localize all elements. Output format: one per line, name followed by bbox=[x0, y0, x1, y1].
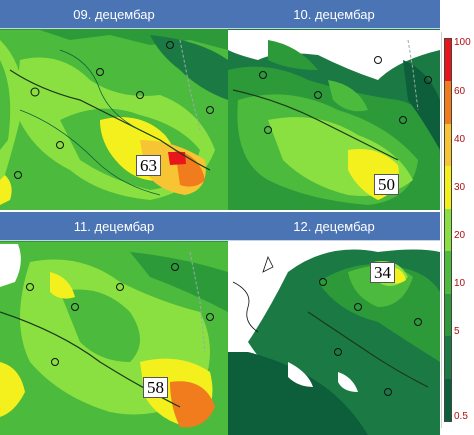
map-panel-dec09: 09. децембар 63 bbox=[0, 0, 228, 210]
legend-color-segment bbox=[445, 166, 451, 209]
panel-title-dec12: 12. децембар bbox=[228, 212, 440, 241]
max-value-label-dec09: 63 bbox=[136, 155, 161, 176]
max-value-label-dec10: 50 bbox=[374, 174, 399, 195]
panel-title-dec11: 11. децембар bbox=[0, 212, 228, 241]
legend-tick-40: 40 bbox=[454, 134, 466, 145]
legend-color-segment bbox=[445, 293, 451, 337]
precip-map-dec10 bbox=[228, 0, 440, 210]
precipitation-color-legend: 100 60 40 30 20 10 5 0.5 bbox=[441, 32, 474, 428]
precip-map-dec09 bbox=[0, 0, 228, 210]
legend-tick-0-5: 0.5 bbox=[454, 411, 468, 422]
map-panel-dec10: 10. децембар 50 bbox=[228, 0, 440, 210]
legend-tick-30: 30 bbox=[454, 182, 466, 193]
legend-color-segment bbox=[445, 208, 451, 252]
legend-tick-60: 60 bbox=[454, 86, 466, 97]
max-value-label-dec12: 34 bbox=[370, 262, 395, 283]
max-value-label-dec11: 58 bbox=[143, 377, 168, 398]
legend-color-segment bbox=[445, 251, 451, 294]
legend-tick-10: 10 bbox=[454, 278, 466, 289]
legend-color-bar bbox=[444, 38, 452, 422]
legend-tick-100: 100 bbox=[454, 37, 471, 48]
legend-color-segment bbox=[445, 378, 451, 421]
legend-color-segment bbox=[445, 39, 451, 82]
legend-tick-5: 5 bbox=[454, 326, 460, 337]
map-panel-dec11: 11. децембар 58 bbox=[0, 212, 228, 435]
panel-title-dec10: 10. децембар bbox=[228, 0, 440, 29]
precip-map-dec11 bbox=[0, 212, 228, 435]
legend-color-segment bbox=[445, 336, 451, 379]
legend-color-segment bbox=[445, 123, 451, 167]
legend-color-segment bbox=[445, 81, 451, 124]
panel-title-dec09: 09. децембар bbox=[0, 0, 228, 29]
map-panel-dec12: 12. децембар 34 bbox=[228, 212, 440, 435]
precip-map-dec12 bbox=[228, 212, 440, 435]
legend-tick-20: 20 bbox=[454, 230, 466, 241]
